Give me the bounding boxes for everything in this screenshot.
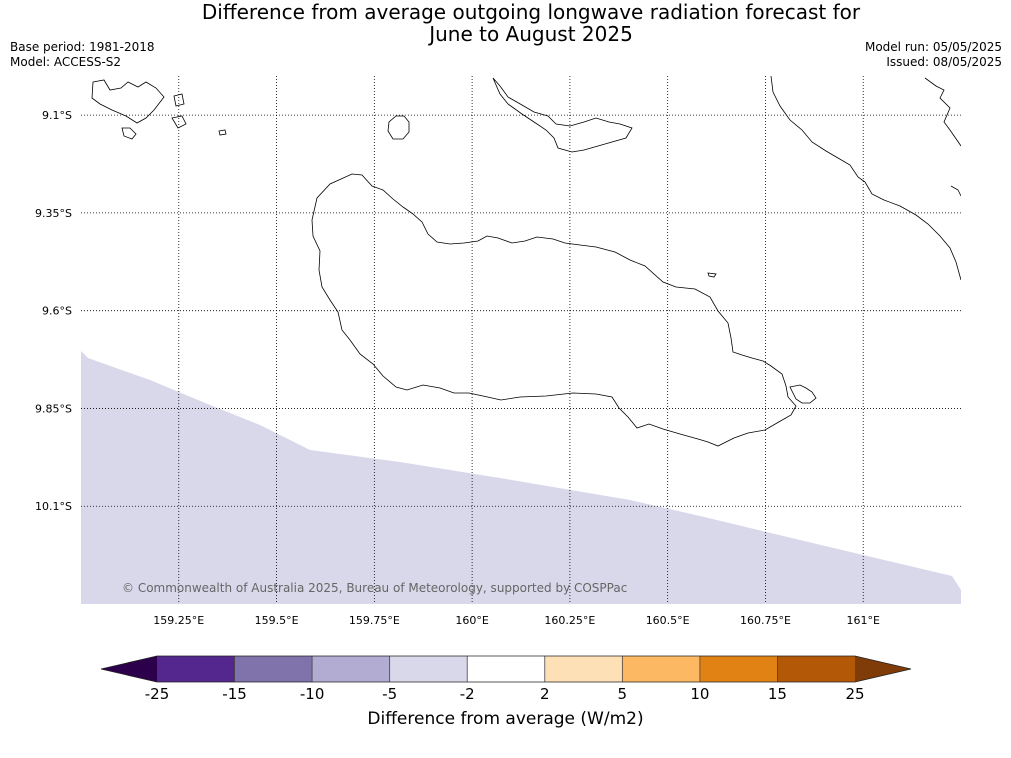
lat-tick-label: 9.85°S [35, 402, 72, 415]
lat-tick-label: 10.1°S [35, 500, 72, 513]
colorbar-segment [389, 656, 468, 682]
lon-tick-label: 159.25°E [153, 614, 204, 627]
coastline-guadalcanal [311, 173, 797, 447]
lon-tick-label: 159.75°E [349, 614, 400, 627]
title-line-2: June to August 2025 [429, 22, 633, 46]
coastline-malaita-north-2 [950, 185, 961, 197]
colorbar-tick-label: 2 [540, 685, 550, 703]
metadata-left: Base period: 1981-2018 Model: ACCESS-S2 [10, 40, 155, 70]
coastline-russell-islet-1 [121, 127, 137, 140]
colorbar-over-arrow [855, 656, 911, 682]
colorbar: -25 -15 -10 -5 -2 2 5 10 15 25 [100, 655, 912, 703]
coastline-russell-islands [91, 79, 165, 124]
colorbar-segment [777, 656, 855, 682]
metadata-right: Model run: 05/05/2025 Issued: 08/05/2025 [865, 40, 1002, 70]
colorbar-segment [544, 656, 623, 682]
tick-labels: 159.25°E 159.5°E 159.75°E 160°E 160.25°E 160.… [35, 109, 880, 627]
map-frame: 159.25°E 159.5°E 159.75°E 160°E 160.25°E 160.… [35, 76, 961, 627]
gridlines [81, 76, 961, 604]
lat-tick-label: 9.1°S [42, 109, 72, 122]
colorbar-segment [699, 656, 778, 682]
base-period-text: Base period: 1981-2018 [10, 40, 155, 54]
colorbar-tick-label: -2 [460, 685, 475, 703]
colorbar-outline [100, 655, 912, 683]
lat-tick-label: 9.6°S [42, 305, 72, 318]
colorbar-tick-label: 25 [845, 685, 864, 703]
coastline-russell-islet-4 [173, 93, 185, 107]
colorbar-label: Difference from average (W/m2) [367, 709, 644, 729]
coastline-russell-islet-3 [218, 129, 227, 136]
map-title: Difference from average outgoing longwav… [0, 1, 1011, 45]
lon-tick-label: 160°E [455, 614, 488, 627]
colorbar-under-arrow [101, 656, 157, 682]
colorbar-tick-label: -25 [145, 685, 170, 703]
coastline-savo [387, 115, 410, 140]
colorbar-tick-label: -15 [222, 685, 247, 703]
lon-tick-label: 160.5°E [646, 614, 690, 627]
colorbar-tick-label: -5 [382, 685, 397, 703]
lon-tick-label: 160.25°E [544, 614, 595, 627]
lat-tick-label: 9.35°S [35, 207, 72, 220]
colorbar-tick-label: -10 [300, 685, 325, 703]
colorbar-tick-label: 10 [690, 685, 709, 703]
lon-tick-label: 161°E [846, 614, 879, 627]
colorbar-segment [312, 656, 390, 682]
coastline-malaita [770, 76, 961, 281]
coastline-nggela-islands [492, 77, 633, 153]
lon-tick-label: 159.5°E [255, 614, 299, 627]
copyright-text: © Commonwealth of Australia 2025, Bureau… [122, 581, 627, 595]
model-text: Model: ACCESS-S2 [10, 55, 122, 69]
coastline-marau-islets [789, 384, 817, 404]
coastline-russell-islet-2 [171, 115, 187, 129]
colorbar-tick-label: 15 [768, 685, 787, 703]
anomaly-shading [81, 351, 961, 604]
colorbar-segment [157, 656, 235, 682]
issued-text: Issued: 08/05/2025 [886, 55, 1002, 69]
colorbar-tick-label: 5 [618, 685, 628, 703]
colorbar-segment [234, 656, 313, 682]
coastline-malaita-north [924, 77, 961, 147]
colorbar-segment [622, 656, 700, 682]
coastlines [91, 76, 961, 447]
model-run-text: Model run: 05/05/2025 [864, 40, 1002, 54]
lon-tick-label: 160.75°E [740, 614, 791, 627]
title-line-1: Difference from average outgoing longwav… [201, 0, 861, 24]
colorbar-segment [467, 656, 545, 682]
coastline-islet-small [707, 272, 717, 278]
